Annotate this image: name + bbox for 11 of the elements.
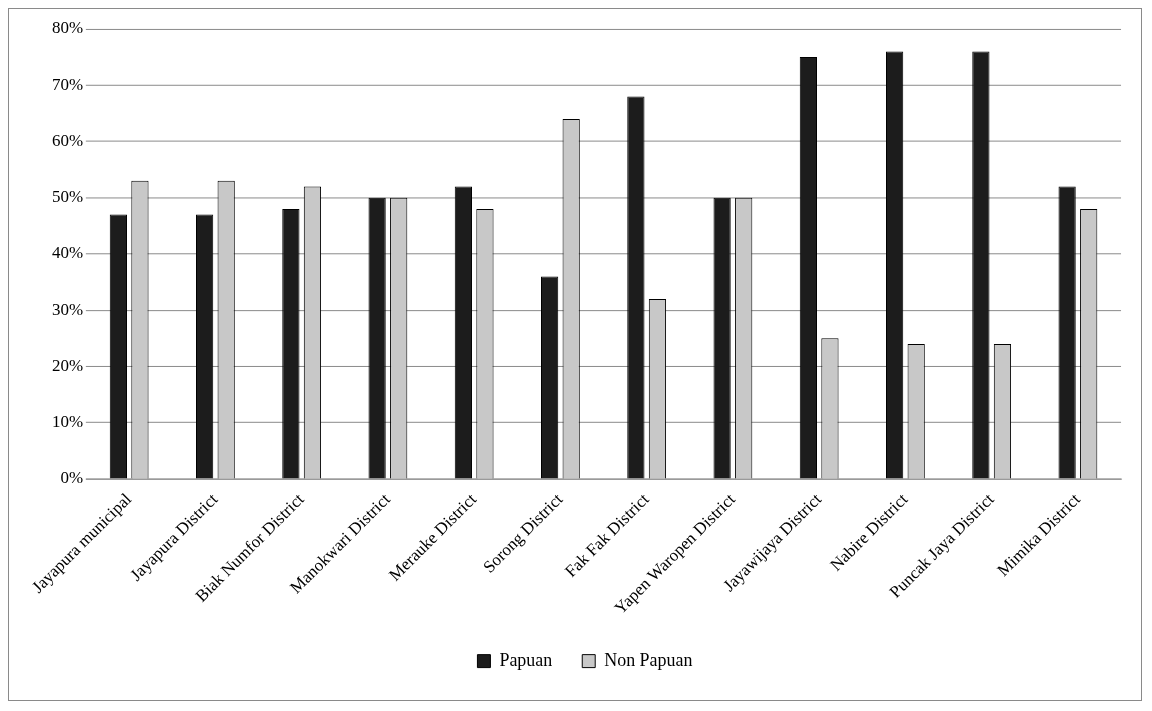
y-tick-label: 30% — [51, 299, 84, 319]
y-tick-label: 60% — [51, 130, 84, 150]
y-tick-label: 50% — [51, 187, 84, 207]
y-tick-label: 40% — [51, 243, 84, 263]
y-tick-label: 10% — [51, 412, 84, 432]
y-tick-label: 0% — [60, 468, 84, 488]
legend-label: Papuan — [499, 649, 553, 670]
y-tick-label: 80% — [51, 18, 84, 38]
y-tick-label: 70% — [51, 74, 84, 94]
legend-label: Non Papuan — [604, 649, 693, 670]
y-tick-label: 20% — [51, 355, 84, 375]
